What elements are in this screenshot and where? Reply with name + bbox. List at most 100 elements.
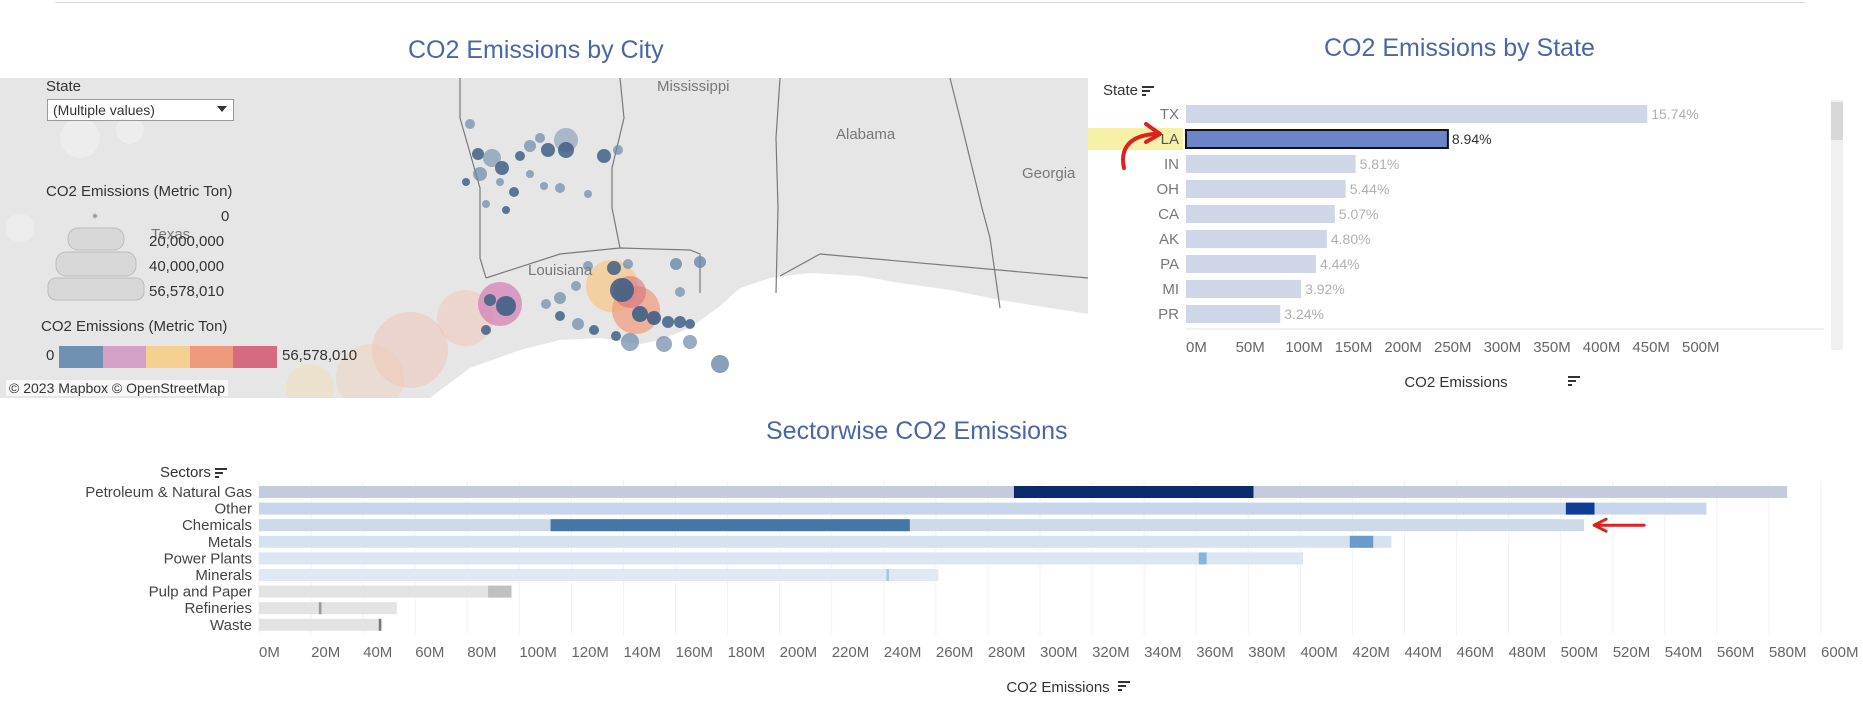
sector-bar[interactable] bbox=[259, 519, 1585, 532]
state-bar[interactable] bbox=[1186, 180, 1346, 198]
size-legend-value-2: 40,000,000 bbox=[149, 258, 225, 275]
sector-bar[interactable] bbox=[259, 602, 397, 615]
state-tick-label: CA bbox=[1158, 206, 1179, 223]
sector-bar-segment[interactable] bbox=[1349, 535, 1374, 548]
state-bar[interactable] bbox=[1185, 129, 1449, 149]
color-ramp-step bbox=[59, 346, 103, 368]
sector-bar[interactable] bbox=[259, 618, 382, 631]
state-tick-label: IN bbox=[1164, 156, 1179, 173]
sector-bar[interactable] bbox=[259, 535, 1392, 548]
state-x-axis-title: CO2 Emissions bbox=[1404, 374, 1507, 391]
state-x-tick-label: 0M bbox=[1186, 339, 1207, 356]
sector-x-tick-label: 100M bbox=[519, 644, 557, 661]
state-data-label: 4.44% bbox=[1320, 256, 1360, 272]
state-axis-label: State bbox=[1103, 82, 1155, 99]
state-data-label: 4.80% bbox=[1331, 231, 1371, 247]
sector-x-tick-label: 500M bbox=[1561, 644, 1599, 661]
sort-icon[interactable] bbox=[1118, 681, 1130, 691]
sector-bar-segment[interactable] bbox=[886, 569, 890, 581]
size-legend-title: CO2 Emissions (Metric Ton) bbox=[46, 183, 233, 200]
state-tick-label: PR bbox=[1158, 306, 1179, 323]
state-bar[interactable] bbox=[1186, 255, 1316, 273]
state-filter-dropdown[interactable]: (Multiple values) bbox=[47, 99, 234, 121]
sector-x-tick-label: 240M bbox=[884, 644, 922, 661]
sector-bar[interactable] bbox=[259, 585, 512, 598]
emissions-map[interactable]: Mississippi Alabama Georgia Louisiana Te… bbox=[0, 78, 1088, 398]
color-legend-max: 56,578,010 bbox=[282, 347, 358, 364]
sector-x-tick-label: 540M bbox=[1665, 644, 1703, 661]
state-chart-title: CO2 Emissions by State bbox=[1324, 34, 1595, 62]
sector-x-axis-title: CO2 Emissions bbox=[1006, 679, 1109, 696]
color-legend-title: CO2 Emissions (Metric Ton) bbox=[41, 318, 228, 335]
chevron-down-icon bbox=[217, 106, 227, 112]
sector-x-tick-label: 400M bbox=[1300, 644, 1338, 661]
annotation-arrowhead bbox=[1144, 122, 1162, 144]
sector-x-tick-label: 580M bbox=[1769, 644, 1807, 661]
scrollbar-thumb[interactable] bbox=[1831, 102, 1843, 140]
state-data-label: 5.81% bbox=[1360, 156, 1400, 172]
sectors-dimension-label: Sectors bbox=[160, 464, 211, 481]
sector-x-tick-label: 600M bbox=[1821, 644, 1859, 661]
state-bar[interactable] bbox=[1186, 280, 1302, 298]
state-x-tick-label: 150M bbox=[1335, 339, 1373, 356]
state-tick-label: PA bbox=[1160, 256, 1179, 273]
sector-bar-segment[interactable] bbox=[1013, 486, 1254, 498]
sector-bar[interactable] bbox=[259, 502, 1707, 515]
state-filter-label: State bbox=[46, 78, 82, 95]
state-bar[interactable] bbox=[1186, 305, 1281, 323]
sector-x-tick-label: 180M bbox=[728, 644, 766, 661]
sector-bar-segment[interactable] bbox=[550, 519, 910, 532]
sector-x-tick-label: 320M bbox=[1092, 644, 1130, 661]
state-x-tick-label: 500M bbox=[1682, 339, 1720, 356]
sector-tick-label: Chemicals bbox=[182, 517, 252, 534]
sector-bar-chart[interactable]: Petroleum & Natural GasOtherChemicalsMet… bbox=[0, 465, 1863, 705]
sector-x-tick-label: 80M bbox=[467, 644, 496, 661]
sector-x-tick-label: 460M bbox=[1457, 644, 1495, 661]
map-canvas[interactable] bbox=[0, 78, 1088, 398]
sector-x-tick-label: 140M bbox=[623, 644, 661, 661]
sector-x-tick-label: 40M bbox=[363, 644, 392, 661]
sector-bar[interactable] bbox=[259, 569, 939, 581]
sector-bar-segment[interactable] bbox=[1198, 552, 1207, 565]
state-tick-label: OH bbox=[1157, 181, 1180, 198]
state-bar[interactable] bbox=[1186, 230, 1327, 248]
sector-tick-label: Waste bbox=[210, 617, 252, 634]
sector-tick-label: Pulp and Paper bbox=[149, 584, 252, 601]
state-data-label: 3.92% bbox=[1305, 281, 1345, 297]
sector-bar-segment[interactable] bbox=[1565, 502, 1595, 515]
sort-icon[interactable] bbox=[1142, 86, 1155, 97]
sector-x-tick-label: 120M bbox=[571, 644, 609, 661]
map-label-georgia: Georgia bbox=[1022, 165, 1076, 182]
color-ramp-step bbox=[233, 346, 277, 368]
size-legend-shapes bbox=[47, 213, 145, 301]
sector-tick-label: Refineries bbox=[184, 600, 252, 617]
state-bar[interactable] bbox=[1186, 205, 1335, 223]
sector-bar-segment[interactable] bbox=[378, 618, 382, 631]
state-bar-chart[interactable]: TX 15.74% LA 8.94% IN 5.81% OH 5.44% CA 5.07% AK 4.… bbox=[1088, 80, 1848, 410]
state-tick-label: AK bbox=[1159, 231, 1179, 248]
sector-x-tick-label: 480M bbox=[1509, 644, 1547, 661]
state-x-tick-label: 100M bbox=[1285, 339, 1323, 356]
sort-icon[interactable] bbox=[1568, 376, 1580, 386]
sector-tick-label: Other bbox=[214, 501, 252, 518]
map-bubbles bbox=[6, 116, 729, 398]
state-data-label: 15.74% bbox=[1651, 106, 1698, 122]
sector-chart-title: Sectorwise CO2 Emissions bbox=[766, 417, 1068, 445]
sector-x-tick-label: 420M bbox=[1352, 644, 1390, 661]
sector-bar-segment[interactable] bbox=[318, 602, 322, 615]
sector-bar-segment[interactable] bbox=[488, 585, 512, 598]
map-label-mississippi: Mississippi bbox=[657, 78, 730, 95]
sector-x-tick-label: 520M bbox=[1613, 644, 1651, 661]
sector-x-tick-label: 220M bbox=[832, 644, 870, 661]
state-tick-label: LA bbox=[1161, 131, 1179, 148]
sector-bar[interactable] bbox=[259, 552, 1303, 565]
state-bar[interactable] bbox=[1186, 155, 1356, 173]
gulf-water bbox=[430, 273, 1088, 398]
scrollbar-track[interactable] bbox=[1831, 100, 1843, 350]
sort-icon[interactable] bbox=[214, 468, 227, 479]
sector-x-tick-label: 60M bbox=[415, 644, 444, 661]
sector-x-tick-label: 300M bbox=[1040, 644, 1078, 661]
state-bar[interactable] bbox=[1186, 105, 1648, 123]
state-data-label: 3.24% bbox=[1284, 306, 1324, 322]
state-x-tick-label: 300M bbox=[1484, 339, 1522, 356]
